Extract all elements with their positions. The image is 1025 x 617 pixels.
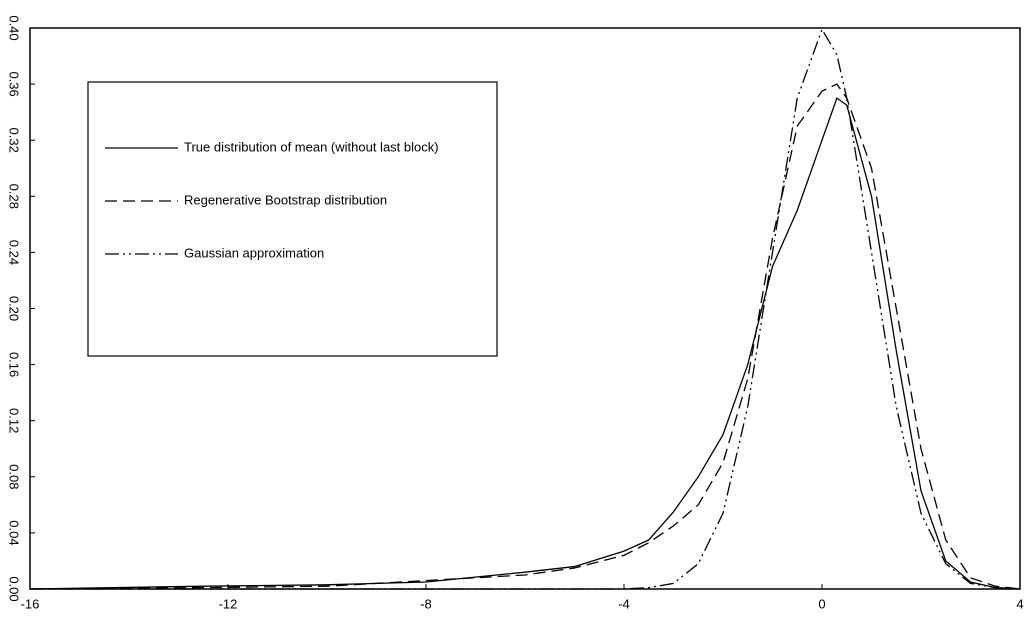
legend-label: Gaussian approximation — [184, 245, 324, 260]
y-tick-label: 0.04 — [7, 520, 22, 545]
legend-box — [87, 81, 498, 357]
series-line — [29, 97, 1021, 590]
legend-label: Regenerative Bootstrap distribution — [184, 192, 387, 207]
x-tick-label: 4 — [1016, 596, 1023, 611]
y-tick-label: 0.12 — [7, 408, 22, 433]
y-tick-label: 0.40 — [7, 15, 22, 40]
legend-label: True distribution of mean (without last … — [184, 139, 439, 154]
x-tick-label: -4 — [618, 596, 630, 611]
series-line — [29, 83, 1021, 590]
y-tick-label: 0.32 — [7, 128, 22, 153]
y-tick-label: 0.24 — [7, 240, 22, 265]
y-tick-label: 0.08 — [7, 464, 22, 489]
x-tick-label: -16 — [21, 596, 40, 611]
x-tick-label: -12 — [219, 596, 238, 611]
y-tick-label: 0.16 — [7, 352, 22, 377]
y-tick-label: 0.20 — [7, 296, 22, 321]
y-tick-label: 0.28 — [7, 184, 22, 209]
y-tick-label: 0.36 — [7, 71, 22, 96]
series-line — [30, 27, 1021, 590]
y-tick-label: 0.00 — [7, 576, 22, 601]
x-tick-label: 0 — [818, 596, 825, 611]
x-tick-label: -8 — [420, 596, 432, 611]
legend: True distribution of mean (without last … — [87, 81, 498, 357]
